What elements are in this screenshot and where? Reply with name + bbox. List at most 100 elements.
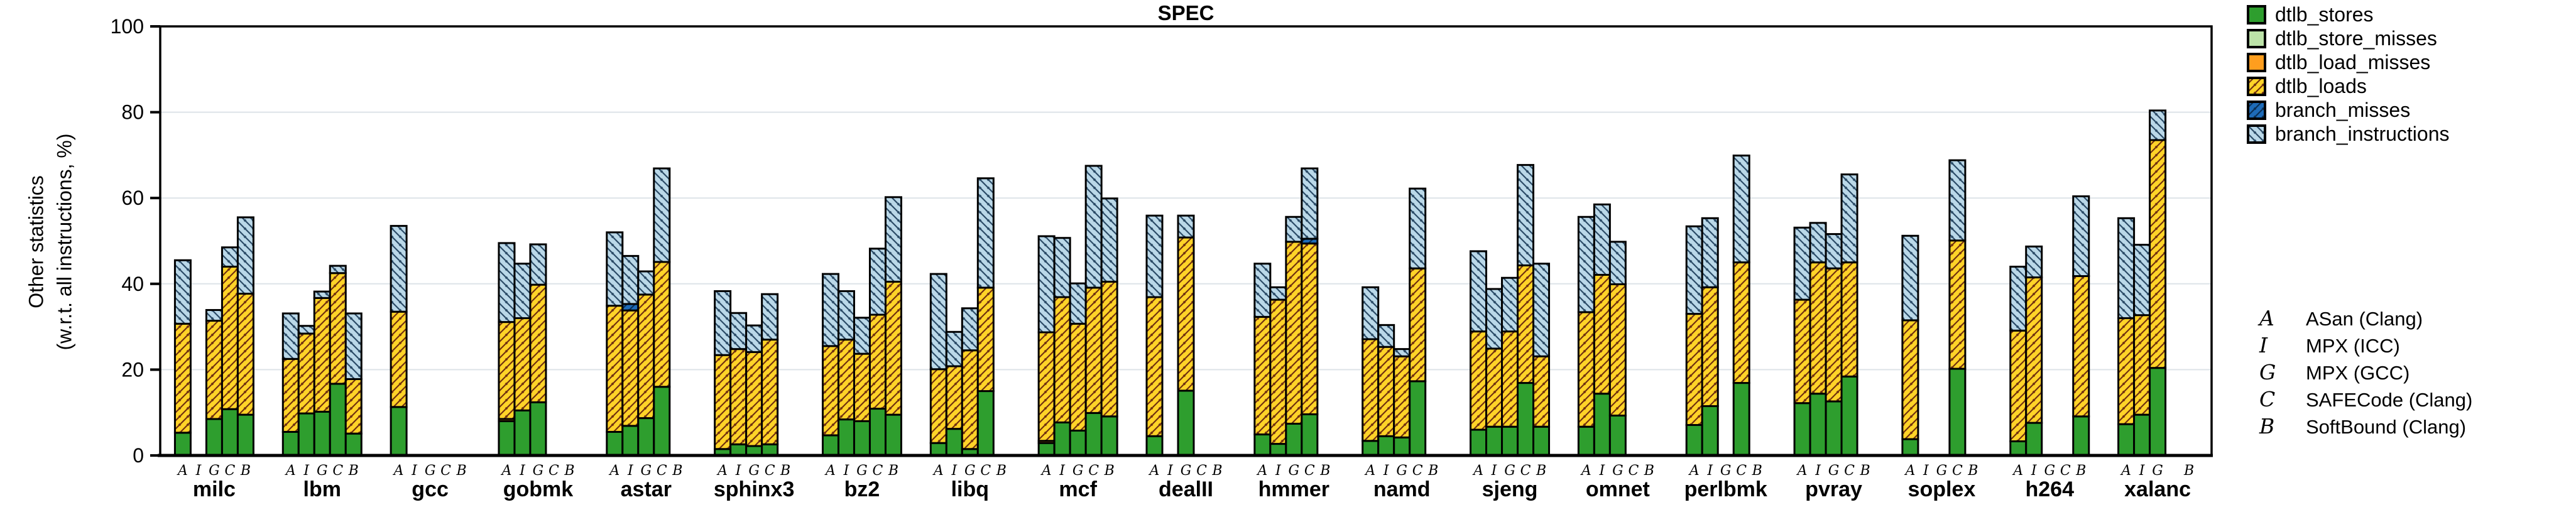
config-letter-namd-I: I	[1383, 463, 1390, 479]
config-letter-perlbmk-G: G	[1720, 463, 1732, 479]
bar-segment-sjeng-C-dtlb_stores	[1517, 382, 1535, 457]
tool-name-B: SoftBound (Clang)	[2306, 416, 2467, 438]
bar-segment-hmmer-C-dtlb_stores	[1301, 413, 1319, 457]
config-letter-perlbmk-A: A	[1688, 463, 1700, 479]
bar-segment-h264-I-dtlb_stores	[2025, 422, 2043, 457]
config-letter-h264-C: C	[2060, 463, 2071, 479]
bar-segment-mcf-C-dtlb_stores	[1084, 411, 1103, 457]
bar-segment-hmmer-G-dtlb_loads	[1285, 241, 1303, 425]
bar-segment-sphinx3-A-dtlb_loads	[714, 354, 732, 450]
bar-segment-lbm-A-dtlb_stores	[281, 430, 300, 457]
group-label-dealII: dealII	[1159, 477, 1213, 501]
config-letter-bz2-I: I	[843, 463, 850, 479]
tool-name-G: MPX (GCC)	[2306, 362, 2410, 384]
bar-segment-h264-A-dtlb_stores	[2009, 440, 2028, 457]
bar-segment-libq-C-dtlb_stores	[976, 390, 995, 457]
bar-segment-hmmer-G-branch_instructions	[1285, 215, 1303, 243]
config-letter-mcf-G: G	[1072, 463, 1084, 479]
bar-segment-mcf-A-dtlb_stores	[1037, 442, 1056, 457]
group-label-mcf: mcf	[1059, 477, 1097, 501]
bar-segment-namd-G-branch_instructions	[1393, 348, 1411, 357]
bar-segment-astar-A-branch_instructions	[606, 231, 624, 307]
tool-legend-item-I: I MPX (ICC)	[2259, 333, 2472, 357]
bar-segment-sjeng-A-branch_instructions	[1470, 250, 1488, 333]
bar-segment-libq-I-dtlb_loads	[945, 365, 963, 430]
bar-segment-soplex-C-branch_instructions	[1948, 159, 1967, 242]
config-letter-sphinx3-G: G	[748, 463, 760, 479]
bar-segment-lbm-B-dtlb_loads	[344, 378, 363, 435]
bar-segment-hmmer-A-dtlb_loads	[1253, 315, 1272, 436]
bar-segment-libq-I-branch_instructions	[945, 330, 963, 368]
config-letter-sphinx3-B: B	[780, 463, 790, 479]
bar-segment-hmmer-G-dtlb_stores	[1285, 422, 1303, 457]
bar-segment-h264-A-dtlb_loads	[2009, 329, 2028, 442]
config-letter-perlbmk-B: B	[1752, 463, 1762, 479]
bar-segment-sphinx3-A-branch_instructions	[714, 290, 732, 356]
bar-segment-milc-B-dtlb_loads	[236, 293, 254, 416]
bar-segment-perlbmk-C-dtlb_loads	[1732, 261, 1750, 384]
config-letter-libq-A: A	[932, 463, 944, 479]
bar-segment-h264-I-dtlb_loads	[2025, 276, 2043, 424]
bar-segment-libq-G-branch_instructions	[961, 307, 979, 352]
bar-segment-dealII-A-dtlb_stores	[1145, 435, 1164, 457]
bar-segment-omnet-G-branch_instructions	[1608, 241, 1627, 285]
bar-segment-xalanc-I-branch_instructions	[2133, 244, 2151, 317]
series-legend: dtlb_stores dtlb_store_misses dtlb_load_mi…	[2247, 4, 2449, 144]
bar-segment-namd-A-branch_instructions	[1362, 286, 1380, 340]
group-label-bz2: bz2	[844, 477, 880, 501]
bar-segment-pvray-G-branch_instructions	[1825, 233, 1843, 270]
config-letter-gobmk-I: I	[519, 463, 526, 479]
bar-segment-sjeng-I-dtlb_stores	[1485, 425, 1504, 457]
bar-segment-hmmer-I-dtlb_loads	[1269, 298, 1287, 445]
group-label-omnet: omnet	[1586, 477, 1650, 501]
bar-segment-soplex-C-dtlb_stores	[1948, 368, 1967, 457]
bar-segment-hmmer-I-dtlb_stores	[1269, 443, 1287, 457]
bar-segment-pvray-C-branch_instructions	[1840, 173, 1858, 264]
config-letter-sphinx3-A: A	[716, 463, 728, 479]
bar-segment-dealII-G-dtlb_stores	[1177, 389, 1195, 457]
config-letter-milc-A: A	[177, 463, 188, 479]
group-label-gcc: gcc	[412, 477, 449, 501]
group-label-milc: milc	[193, 477, 236, 501]
bar-segment-mcf-G-branch_instructions	[1069, 282, 1087, 325]
bar-segment-milc-B-branch_instructions	[236, 216, 254, 295]
bar-segment-gobmk-I-dtlb_stores	[513, 409, 532, 457]
bar-segment-namd-G-dtlb_stores	[1393, 436, 1411, 457]
bar-segment-sjeng-C-branch_instructions	[1517, 164, 1535, 266]
bar-segment-libq-A-branch_instructions	[929, 273, 947, 371]
bar-segment-milc-G-dtlb_stores	[205, 418, 223, 457]
bar-segment-astar-I-dtlb_stores	[621, 425, 640, 457]
bar-segment-milc-C-dtlb_loads	[221, 265, 239, 410]
group-label-gobmk: gobmk	[503, 477, 574, 501]
config-letter-xalanc-A: A	[2120, 463, 2131, 479]
bar-segment-xalanc-G-dtlb_stores	[2149, 367, 2167, 457]
config-letter-hmmer-C: C	[1304, 463, 1315, 479]
bar-segment-omnet-G-dtlb_loads	[1608, 283, 1627, 417]
config-letter-soplex-G: G	[1936, 463, 1948, 479]
bar-segment-sphinx3-I-branch_instructions	[729, 312, 748, 351]
bar-segment-astar-I-dtlb_loads	[621, 309, 640, 427]
bar-segment-gcc-A-branch_instructions	[390, 225, 408, 313]
bar-segment-mcf-C-dtlb_loads	[1084, 286, 1103, 414]
bar-segment-soplex-C-dtlb_loads	[1948, 239, 1967, 370]
bar-segment-astar-C-dtlb_loads	[653, 261, 671, 388]
legend-label-branch_misses: branch_misses	[2275, 99, 2411, 121]
bar-segment-omnet-I-branch_instructions	[1593, 203, 1611, 276]
bar-segment-perlbmk-A-branch_instructions	[1685, 225, 1703, 315]
bar-segment-omnet-A-dtlb_loads	[1577, 311, 1595, 428]
group-label-lbm: lbm	[303, 477, 341, 501]
bar-segment-bz2-G-dtlb_stores	[853, 420, 871, 457]
legend-label-dtlb_load_misses: dtlb_load_misses	[2275, 51, 2431, 74]
tool-key-I: I	[2259, 333, 2268, 357]
config-letter-sjeng-G: G	[1504, 463, 1515, 479]
config-letter-namd-G: G	[1396, 463, 1407, 479]
bar-segment-libq-I-dtlb_stores	[945, 428, 963, 457]
config-letter-milc-I: I	[195, 463, 202, 479]
bar-segment-mcf-B-branch_instructions	[1100, 197, 1118, 283]
tool-name-A: ASan (Clang)	[2306, 308, 2423, 330]
bar-segment-sjeng-C-dtlb_loads	[1517, 264, 1535, 384]
config-letter-mcf-C: C	[1088, 463, 1099, 479]
bar-segment-hmmer-C-dtlb_loads	[1301, 242, 1319, 415]
bar-segment-sjeng-A-dtlb_stores	[1470, 428, 1488, 457]
legend-swatch-dtlb_stores	[2247, 5, 2266, 25]
